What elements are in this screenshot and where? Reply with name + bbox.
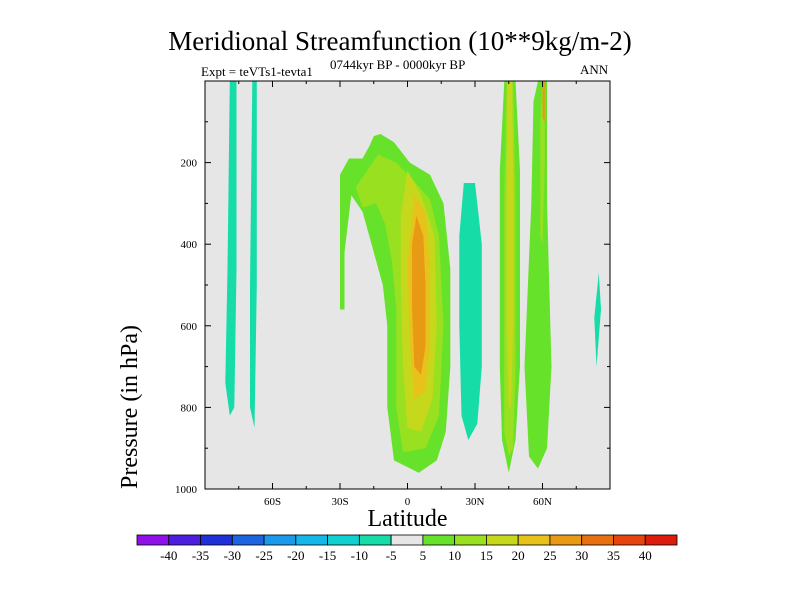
colorbar-label: 25	[543, 548, 556, 563]
y-tick-label: 1000	[175, 484, 198, 496]
colorbar-swatch	[390, 534, 424, 546]
colorbar-label: -15	[319, 548, 336, 563]
y-tick-label: 400	[181, 239, 198, 251]
colorbar	[136, 534, 678, 546]
x-axis: 60S 30S 0 30N 60N	[238, 81, 577, 508]
colorbar-label: -20	[287, 548, 304, 563]
colorbar-label: 35	[607, 548, 620, 563]
contour-region	[225, 81, 237, 416]
colorbar-swatch	[517, 534, 551, 546]
colorbar-swatch	[200, 534, 233, 546]
x-tick-label: 0	[405, 496, 411, 508]
contour-region	[524, 81, 552, 469]
colorbar-label: -5	[386, 548, 397, 563]
contour-region	[250, 81, 257, 428]
x-tick-label: 30S	[331, 496, 348, 508]
colorbar-label: -10	[351, 548, 368, 563]
colorbar-label: 15	[480, 548, 493, 563]
contour-region	[594, 272, 601, 367]
y-axis: 200 400 600 800 1000	[175, 121, 610, 496]
colorbar-label: 40	[639, 548, 652, 563]
colorbar-swatch	[231, 534, 265, 546]
colorbar-swatch	[454, 534, 487, 546]
colorbar-label: -40	[160, 548, 177, 563]
subtitle-right: ANN	[580, 62, 609, 77]
colorbar-swatch	[327, 534, 360, 546]
colorbar-label: -30	[224, 548, 241, 563]
colorbar-label: 5	[420, 548, 427, 563]
colorbar-label: 20	[512, 548, 525, 563]
colorbar-swatch	[613, 534, 646, 546]
contour-region	[542, 81, 545, 122]
contour-region	[540, 81, 545, 245]
colorbar-swatch	[486, 534, 519, 546]
subtitle-center: 0744kyr BP - 0000kyr BP	[330, 57, 466, 72]
colorbar-swatch	[549, 534, 583, 546]
colorbar-swatch	[168, 534, 201, 546]
colorbar-label: -35	[192, 548, 209, 563]
y-tick-label: 200	[181, 158, 198, 170]
x-tick-label: 60S	[264, 496, 281, 508]
colorbar-labels: -40 -35 -30 -25 -20 -15 -10 -5 5 10 15 20 25 30 35 40	[160, 548, 652, 563]
contour-region	[412, 215, 426, 375]
colorbar-label: 30	[575, 548, 588, 563]
x-tick-label: 30N	[466, 496, 485, 508]
colorbar-swatch	[422, 534, 456, 546]
colorbar-swatch	[136, 534, 170, 546]
colorbar-swatch	[295, 534, 328, 546]
colorbar-swatch	[358, 534, 392, 546]
y-tick-label: 600	[181, 321, 198, 333]
x-axis-title: Latitude	[367, 506, 448, 532]
chart-title: Meridional Streamfunction (10**9kg/m-2)	[168, 26, 632, 56]
colorbar-label: 10	[448, 548, 461, 563]
contour-region	[506, 81, 514, 408]
y-axis-title: Pressure (in hPa)	[117, 325, 143, 489]
colorbar-swatch	[263, 534, 297, 546]
subtitle-left: Expt = teVTs1-tevta1	[201, 64, 313, 79]
x-tick-label: 60N	[533, 496, 552, 508]
colorbar-label: -25	[255, 548, 272, 563]
colorbar-swatch	[644, 534, 678, 546]
contour-region	[459, 183, 482, 440]
colorbar-swatch	[581, 534, 614, 546]
y-tick-label: 800	[181, 402, 198, 414]
contour-layer	[225, 81, 601, 473]
